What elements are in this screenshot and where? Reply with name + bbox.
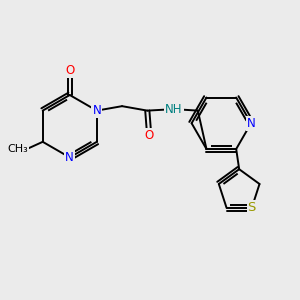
Text: N: N bbox=[65, 151, 74, 164]
Text: S: S bbox=[248, 201, 256, 214]
Text: CH₃: CH₃ bbox=[8, 144, 29, 154]
Text: N: N bbox=[92, 104, 101, 117]
Text: O: O bbox=[65, 64, 74, 77]
Text: N: N bbox=[247, 117, 255, 130]
Text: O: O bbox=[144, 129, 153, 142]
Text: NH: NH bbox=[165, 103, 183, 116]
